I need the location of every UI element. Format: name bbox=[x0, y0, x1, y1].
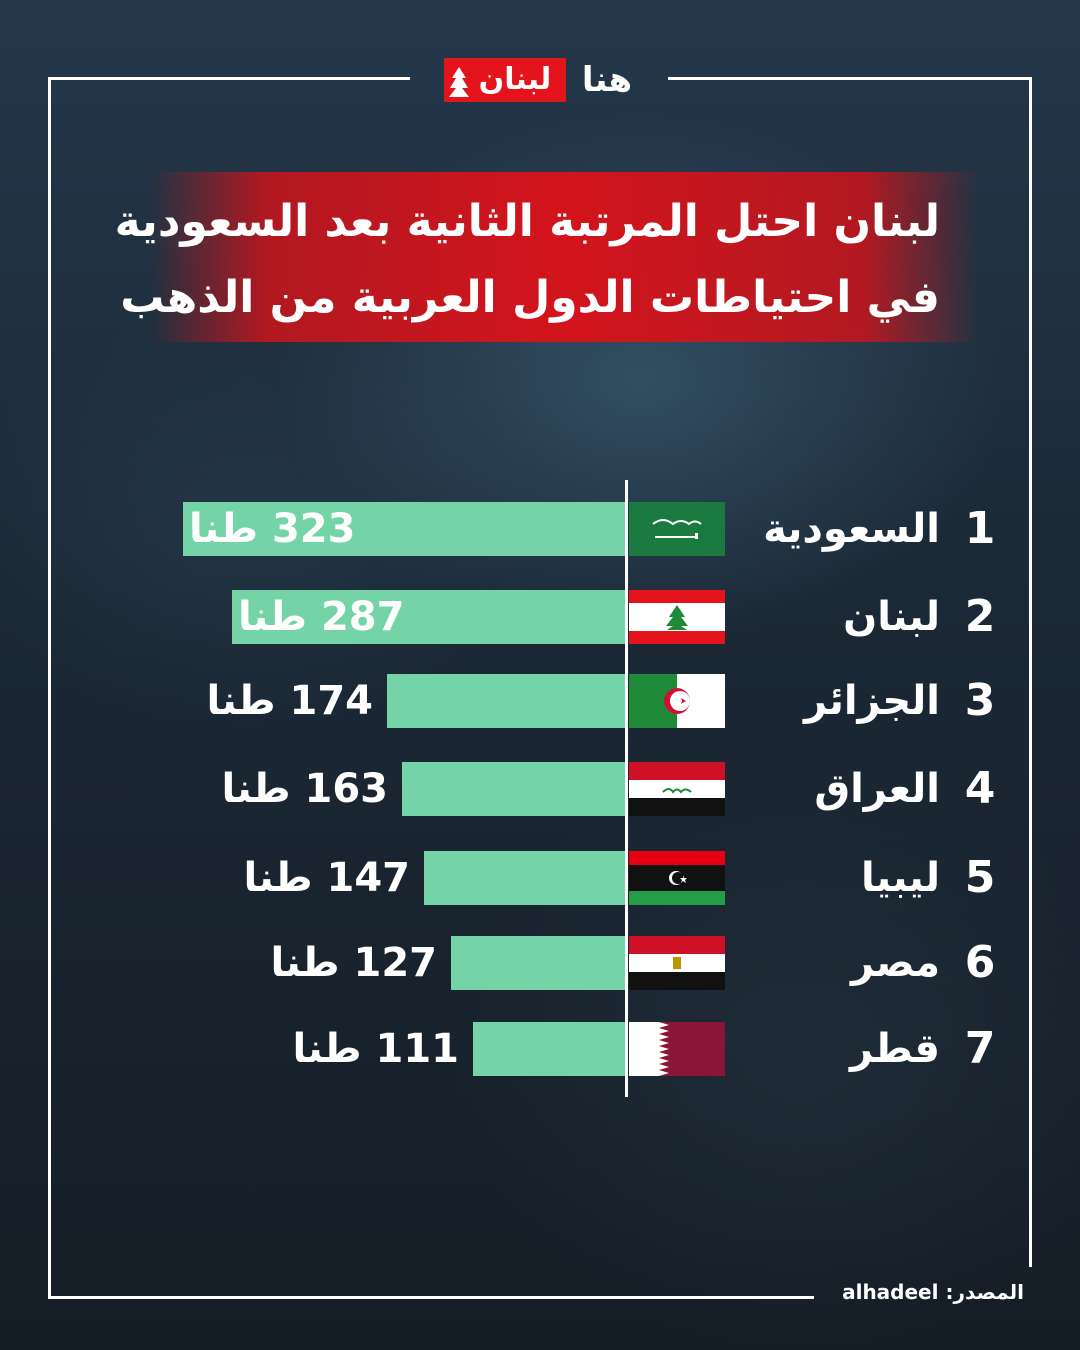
lebanon-flag bbox=[629, 590, 725, 644]
title-line-2: في احتياطات الدول العربية من الذهب bbox=[120, 272, 940, 323]
rank-label-6: 6 bbox=[964, 937, 996, 988]
chart-axis bbox=[625, 480, 628, 1097]
country-label-2: لبنان bbox=[843, 594, 940, 640]
bar-4 bbox=[402, 762, 625, 816]
bar-7 bbox=[473, 1022, 625, 1076]
bar-6 bbox=[451, 936, 625, 990]
rank-label-2: 2 bbox=[964, 591, 996, 642]
iraq-flag bbox=[629, 762, 725, 816]
frame-right bbox=[1029, 77, 1032, 1267]
country-label-1: السعودية bbox=[763, 506, 940, 552]
logo-red-text: لبنان bbox=[478, 62, 552, 97]
rank-label-3: 3 bbox=[964, 675, 996, 726]
value-label-6: 127 طنا bbox=[270, 940, 437, 986]
rank-label-4: 4 bbox=[964, 763, 996, 814]
bar-1 bbox=[183, 502, 625, 556]
source-value: alhadeel bbox=[842, 1280, 939, 1304]
cedar-icon bbox=[449, 67, 469, 97]
country-label-7: قطر bbox=[849, 1026, 940, 1072]
country-label-5: ليبيا bbox=[860, 855, 940, 901]
logo-white-text: هنا bbox=[581, 60, 633, 100]
rank-label-1: 1 bbox=[964, 503, 996, 554]
country-label-6: مصر bbox=[850, 940, 940, 986]
logo-red-block: لبنان bbox=[444, 58, 566, 102]
frame-left bbox=[48, 77, 51, 1299]
value-label-1: 323 طنا bbox=[189, 506, 356, 552]
rank-label-5: 5 bbox=[964, 852, 996, 903]
algeria-flag bbox=[629, 674, 725, 728]
value-label-5: 147 طنا bbox=[243, 855, 410, 901]
value-label-3: 174 طنا bbox=[206, 678, 373, 724]
egypt-flag bbox=[629, 936, 725, 990]
value-label-4: 163 طنا bbox=[221, 766, 388, 812]
title-band bbox=[150, 172, 980, 342]
saudi-arabia-flag bbox=[629, 502, 725, 556]
bar-3 bbox=[387, 674, 625, 728]
value-label-2: 287 طنا bbox=[238, 594, 405, 640]
source-label: المصدر: bbox=[945, 1280, 1024, 1304]
qatar-flag bbox=[629, 1022, 725, 1076]
country-label-4: العراق bbox=[814, 766, 940, 812]
bar-2 bbox=[232, 590, 625, 644]
country-label-3: الجزائر bbox=[803, 678, 940, 724]
value-label-7: 111 طنا bbox=[292, 1026, 459, 1072]
brand-logo: لبنان هنا bbox=[444, 56, 644, 108]
source-credit: المصدر: alhadeel bbox=[842, 1280, 1024, 1304]
rank-label-7: 7 bbox=[964, 1023, 996, 1074]
bar-5 bbox=[424, 851, 625, 905]
title-line-1: لبنان احتل المرتبة الثانية بعد السعودية bbox=[114, 196, 940, 247]
libya-flag bbox=[629, 851, 725, 905]
frame-bottom bbox=[48, 1296, 814, 1299]
frame-top-left bbox=[48, 77, 410, 80]
frame-top-right bbox=[668, 77, 1032, 80]
